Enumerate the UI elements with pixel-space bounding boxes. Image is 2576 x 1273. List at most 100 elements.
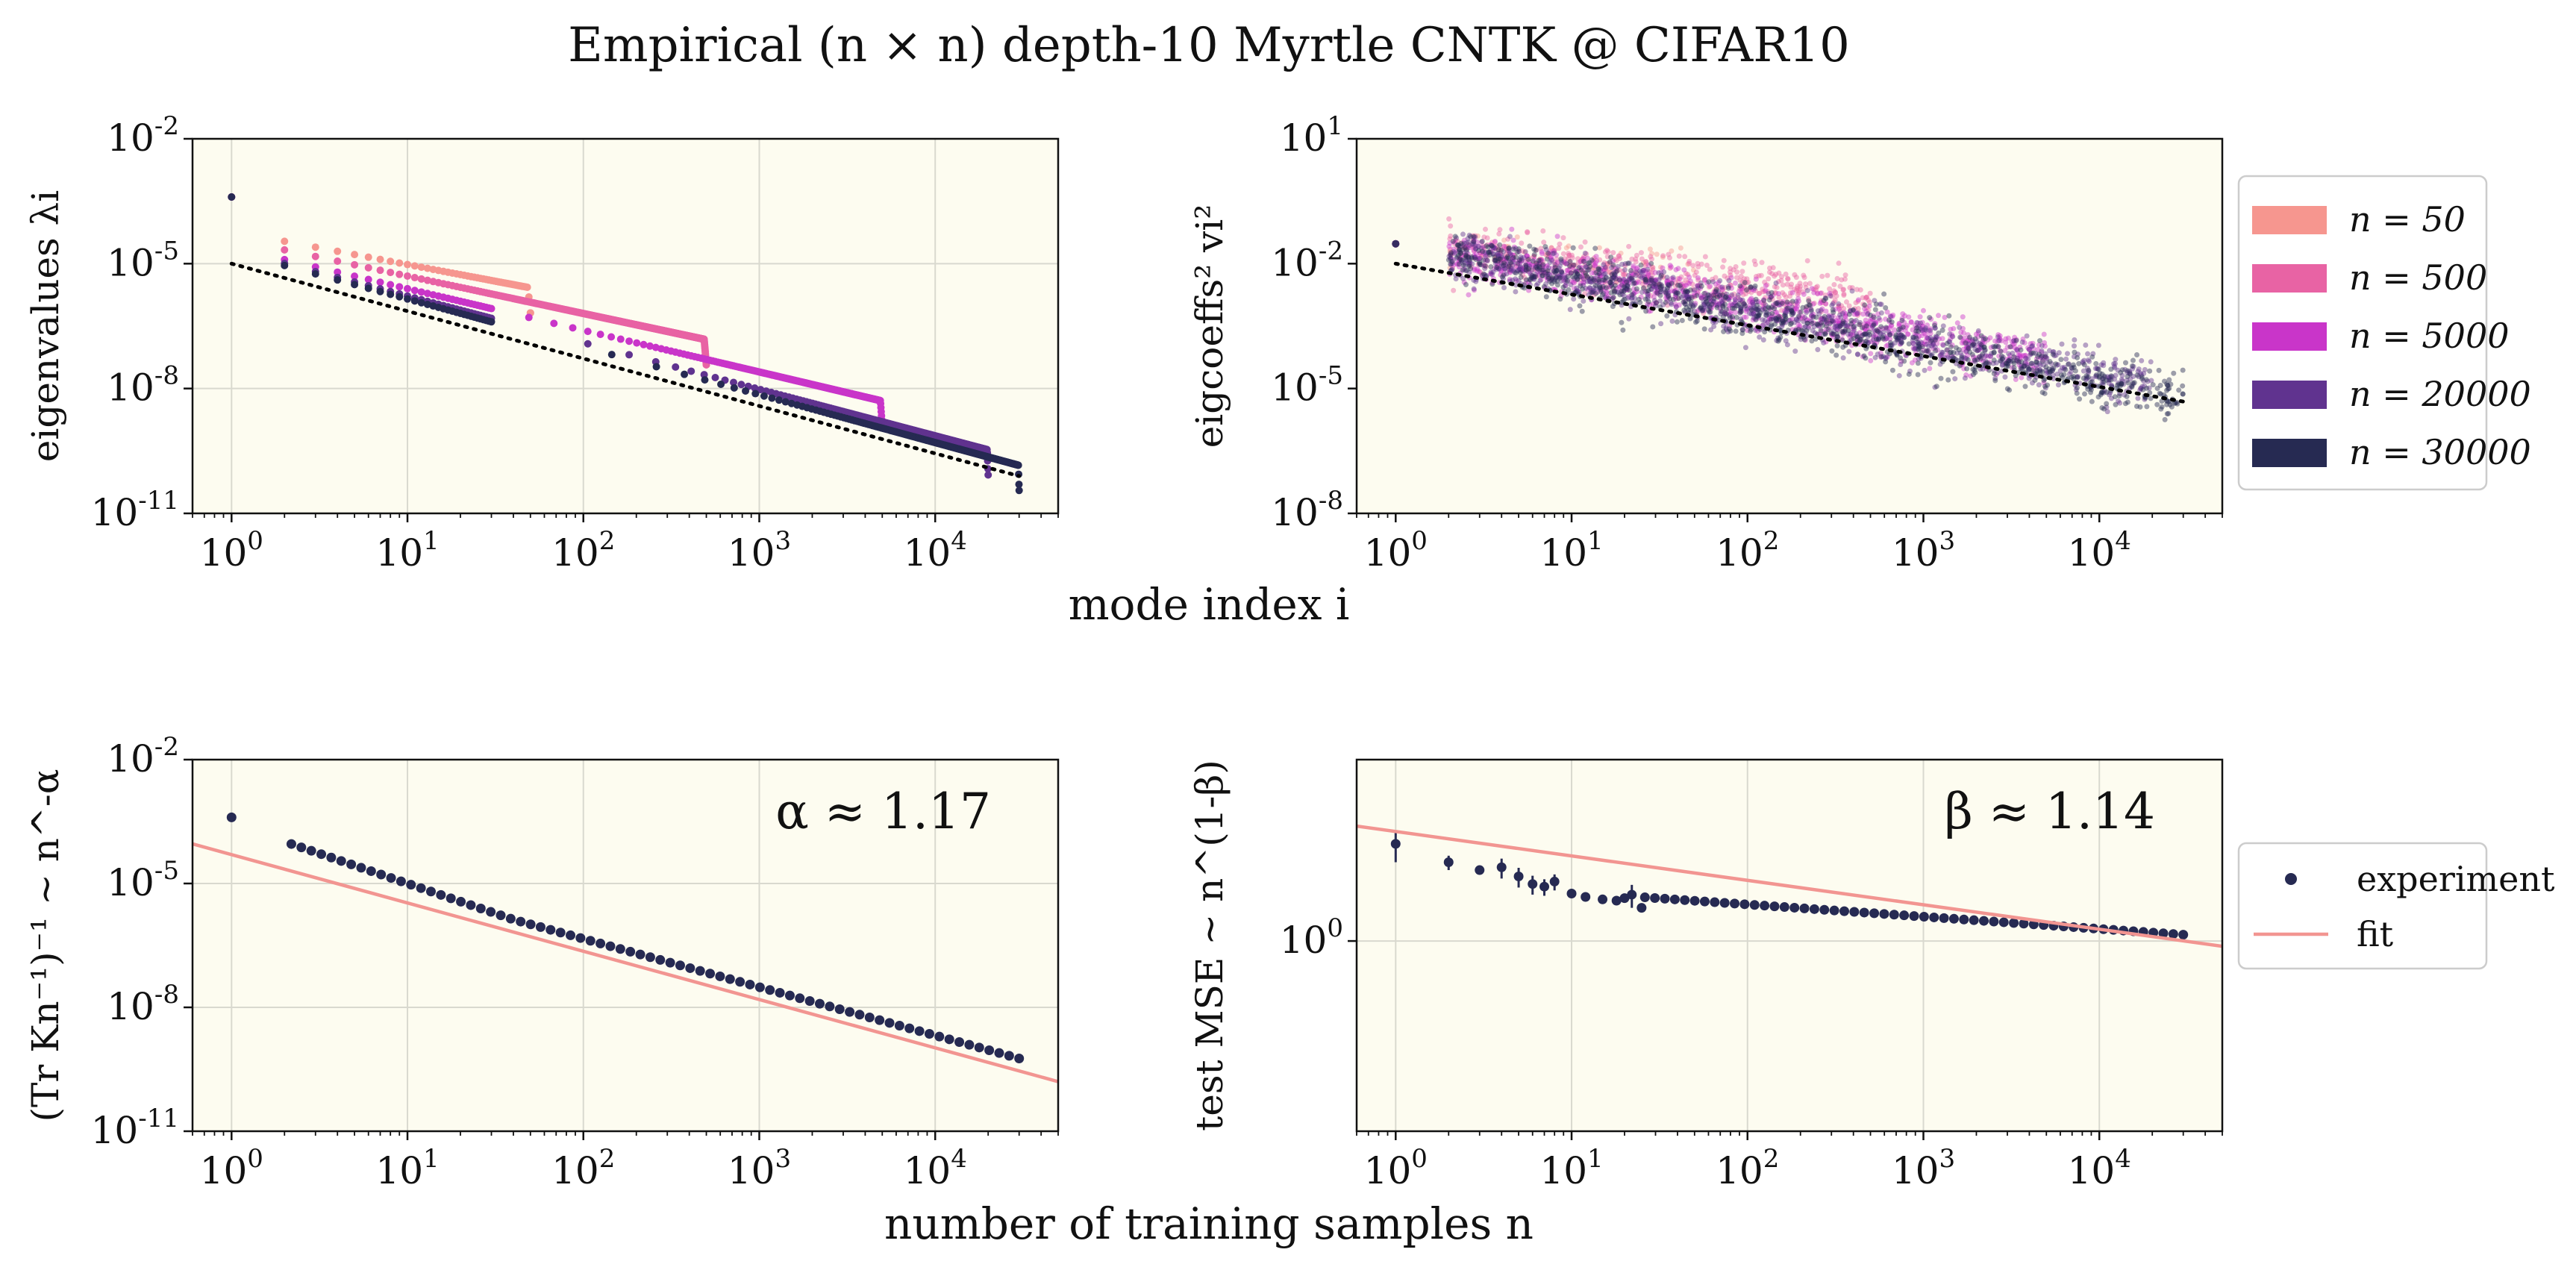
data-point — [1516, 259, 1522, 265]
data-point — [1599, 266, 1605, 272]
data-point — [1673, 304, 1679, 310]
data-point — [1713, 293, 1719, 298]
data-point — [226, 812, 237, 822]
data-point — [2157, 383, 2163, 389]
data-point — [1621, 284, 1627, 290]
data-point — [1925, 327, 1931, 333]
axes-frame — [191, 137, 1060, 515]
data-point — [804, 995, 815, 1006]
data-point — [1448, 255, 1454, 261]
data-point — [1015, 481, 1023, 489]
data-point — [2058, 372, 2064, 378]
x-tick-exp: 3 — [775, 526, 791, 556]
data-point — [1690, 263, 1696, 269]
data-point — [1622, 279, 1628, 285]
data-point — [1645, 266, 1651, 272]
data-point — [2108, 373, 2114, 379]
data-point — [1577, 274, 1583, 280]
data-point — [1778, 301, 1784, 307]
data-point — [1931, 345, 1936, 351]
data-point — [1883, 325, 1889, 331]
data-point — [1478, 250, 1484, 256]
data-point — [1743, 307, 1749, 313]
data-point — [1505, 255, 1511, 261]
data-point — [1998, 348, 2004, 354]
data-point — [1962, 335, 1968, 341]
data-point — [1751, 310, 1757, 316]
data-point — [1878, 354, 1884, 360]
data-point — [1497, 250, 1503, 256]
data-point — [1993, 372, 1999, 378]
x-tick-base: 10 — [1892, 531, 1939, 575]
data-point — [1744, 276, 1750, 282]
data-point — [1806, 296, 1812, 302]
data-point — [1808, 307, 1814, 313]
data-point — [2017, 351, 2023, 357]
data-point — [1695, 277, 1701, 283]
data-point — [1554, 234, 1560, 240]
data-point — [1973, 355, 1979, 361]
data-point — [1963, 355, 1969, 361]
data-point — [1478, 239, 1484, 245]
data-point — [1481, 257, 1486, 263]
data-point — [1842, 313, 1848, 319]
data-point — [1832, 297, 1838, 303]
data-point — [1677, 276, 1683, 282]
data-point — [640, 340, 648, 348]
data-point — [1760, 289, 1766, 295]
data-point — [1838, 321, 1844, 327]
data-point — [525, 313, 533, 322]
data-point — [495, 910, 506, 921]
data-point — [1854, 312, 1860, 318]
data-point — [875, 1015, 885, 1025]
data-point — [1730, 316, 1736, 322]
data-point — [944, 1034, 954, 1045]
data-point — [1527, 262, 1533, 268]
data-point — [1565, 278, 1571, 284]
data-point — [1459, 252, 1465, 258]
data-point — [1920, 323, 1926, 329]
data-point — [2180, 383, 2186, 389]
data-point — [1975, 330, 1981, 336]
data-point — [1795, 288, 1801, 294]
data-point — [1957, 334, 1963, 340]
data-point — [2003, 336, 2009, 342]
data-point — [1866, 299, 1872, 305]
data-point — [1456, 248, 1462, 254]
data-point — [1723, 294, 1729, 300]
data-point — [2166, 410, 2172, 416]
data-point — [1735, 294, 1741, 300]
data-point — [351, 272, 359, 281]
data-point — [1547, 250, 1553, 256]
data-point — [1468, 245, 1474, 251]
data-point — [1692, 301, 1698, 307]
data-point — [1453, 237, 1459, 243]
data-point — [1642, 268, 1648, 274]
data-point — [834, 1004, 845, 1014]
data-point — [1953, 345, 1959, 351]
data-point — [1645, 271, 1651, 277]
data-point — [1958, 329, 1964, 335]
data-point — [1584, 274, 1590, 280]
data-point — [1498, 247, 1504, 253]
data-point — [1599, 269, 1605, 275]
data-point — [1664, 302, 1670, 308]
data-point — [1728, 293, 1734, 299]
data-point — [1654, 290, 1660, 296]
data-point — [1781, 301, 1786, 307]
data-point — [1619, 319, 1625, 325]
data-point — [1801, 291, 1807, 297]
data-point — [1760, 287, 1766, 293]
data-point — [1593, 290, 1599, 296]
x-tick-exp: 4 — [951, 526, 967, 556]
data-point — [1860, 301, 1866, 307]
data-point — [1869, 316, 1875, 322]
data-point — [1847, 334, 1853, 340]
data-point — [346, 859, 357, 869]
data-point — [1688, 299, 1694, 305]
data-point — [1614, 268, 1620, 274]
data-point — [1613, 286, 1619, 292]
data-point — [1458, 254, 1464, 260]
data-point — [1722, 301, 1728, 307]
data-point — [2041, 380, 2047, 386]
